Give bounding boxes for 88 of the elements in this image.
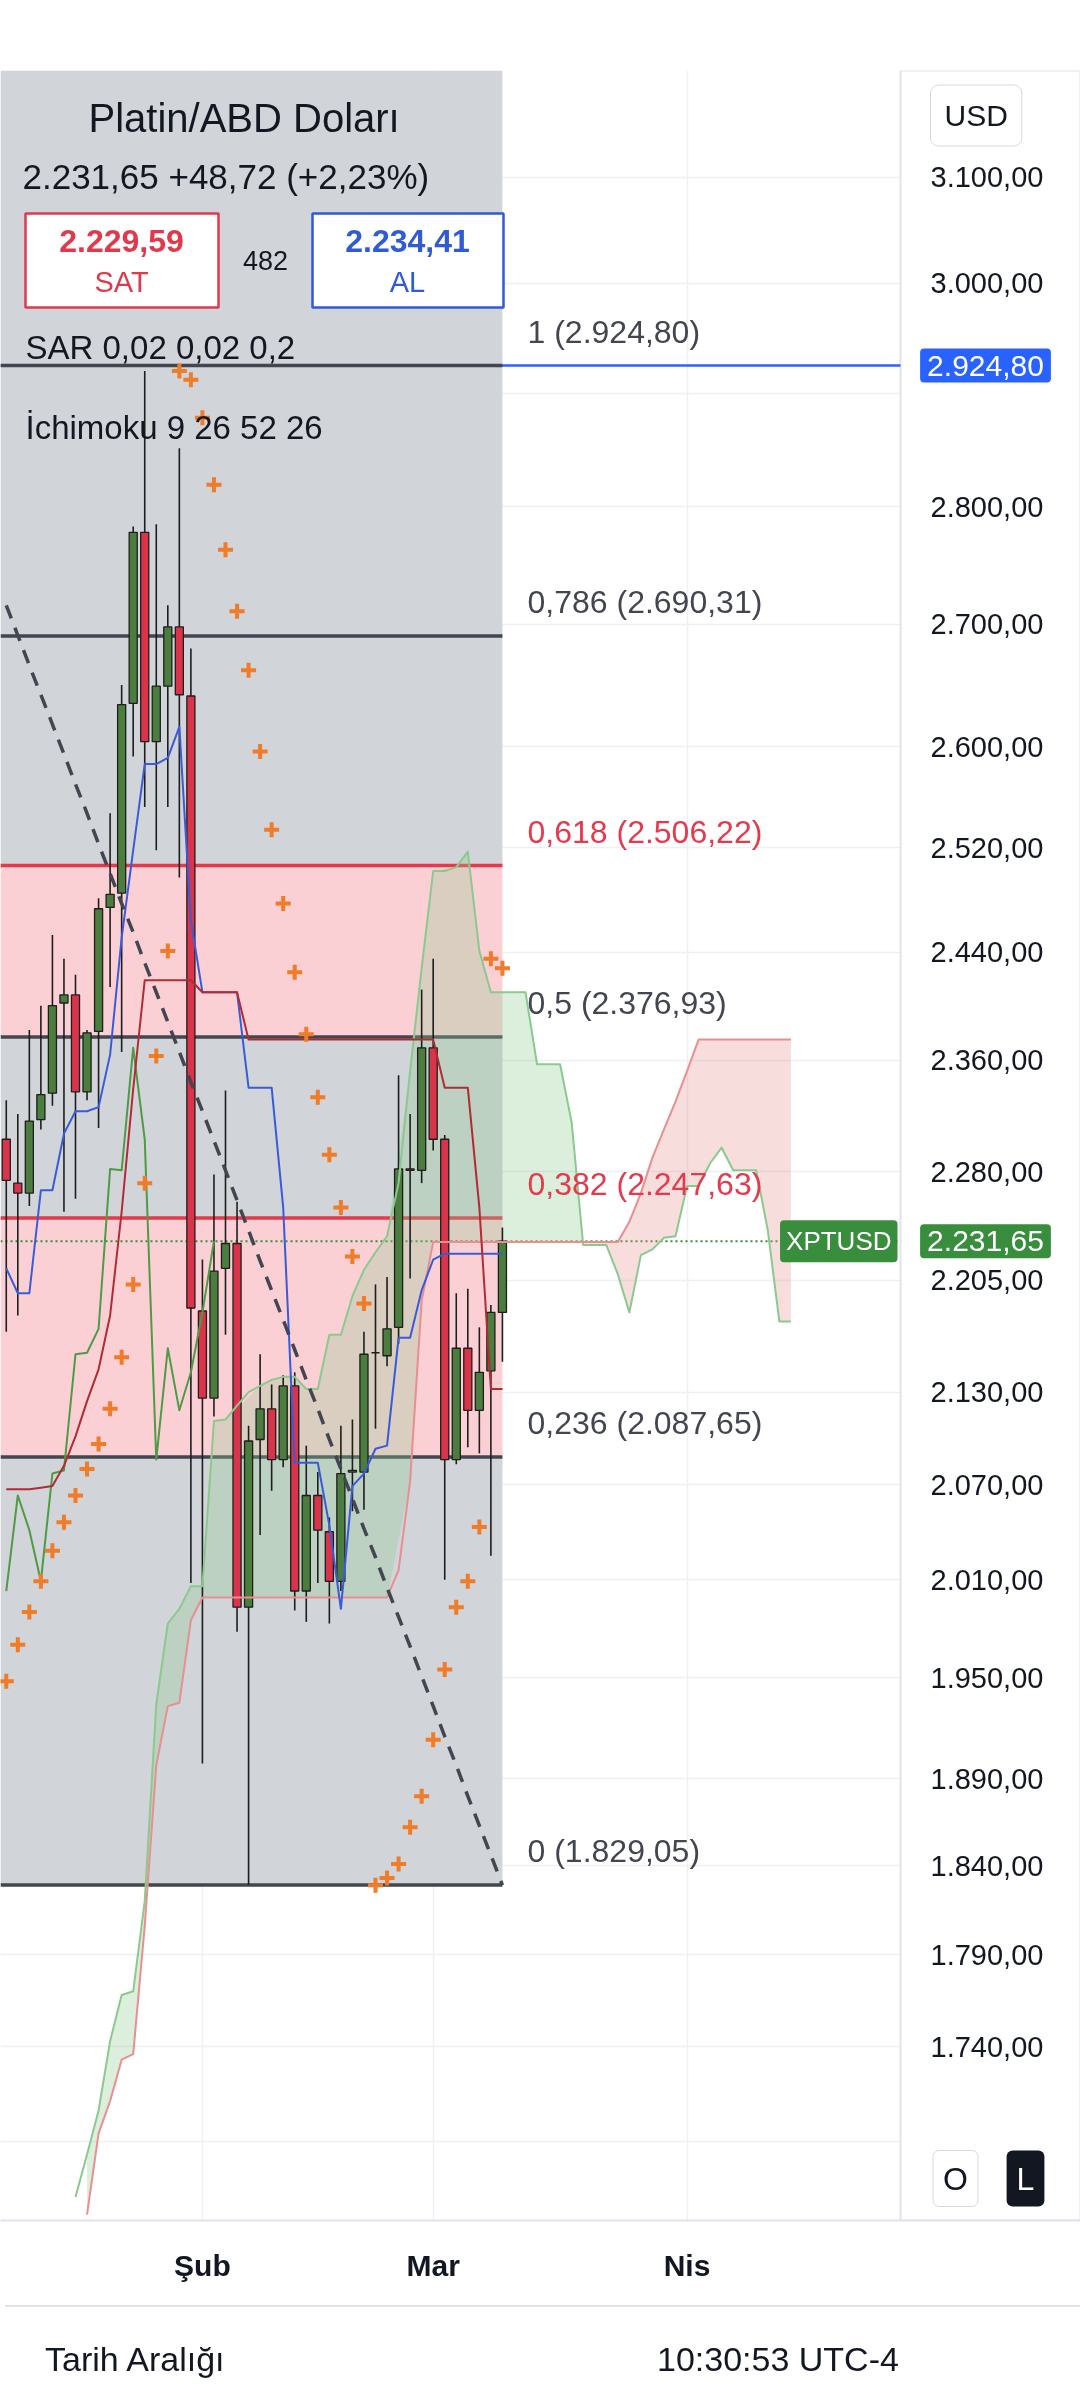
point	[216, 540, 235, 560]
point	[469, 1517, 489, 1537]
y-tick-label: 2.360,00	[930, 1044, 1044, 1077]
point	[285, 962, 305, 982]
text: 2.231,65 +48,72 (+2,23%)	[22, 157, 430, 196]
x-tick-label: Şub	[174, 2248, 231, 2282]
point	[412, 1786, 432, 1806]
point	[423, 1730, 443, 1750]
line-series	[5, 725, 504, 1610]
point	[100, 1399, 120, 1419]
y-tick-label: 2.070,00	[930, 1468, 1044, 1501]
y-tick-label: 2.280,00	[930, 1155, 1044, 1188]
y-tick-label: 1.840,00	[930, 1849, 1044, 1882]
y-tick-label: 1.740,00	[930, 2030, 1044, 2063]
y-tick-label: 3.000,00	[930, 267, 1044, 300]
point	[481, 949, 501, 969]
point	[446, 1597, 466, 1617]
point	[250, 742, 270, 762]
y-tick-label: 2.205,00	[930, 1264, 1044, 1297]
y-tick-label: 2.700,00	[930, 608, 1044, 641]
candlestick	[105, 812, 115, 988]
y-tick-label: 2.800,00	[930, 490, 1044, 523]
point	[146, 1046, 166, 1066]
text: 10:30:53 UTC-4	[657, 2339, 899, 2380]
line-series	[5, 979, 504, 1491]
y-tick-label: 2.010,00	[930, 1563, 1044, 1596]
point	[42, 1541, 62, 1561]
point	[458, 1571, 478, 1591]
text: O	[943, 2160, 968, 2197]
line-series	[5, 1046, 215, 1593]
text: L	[1016, 2160, 1035, 2197]
ref-line-label: 2.231,65	[927, 1224, 1044, 1258]
annotation: 2.229,59	[59, 222, 184, 259]
point	[273, 894, 293, 913]
y-tick-label: 2.130,00	[930, 1376, 1044, 1409]
point	[342, 1247, 362, 1267]
ref-line-label: 1 (2.924,80)	[527, 313, 701, 350]
point	[227, 601, 247, 621]
point	[158, 941, 178, 961]
y-tick-label: 2.600,00	[930, 730, 1044, 763]
text: Tarih Aralığı	[45, 2339, 225, 2380]
point	[296, 1024, 316, 1044]
ref-line-label: 2.924,80	[927, 348, 1044, 382]
point	[389, 1854, 409, 1874]
ref-line-label: 0,236 (2.087,65)	[527, 1405, 763, 1442]
point	[492, 958, 512, 978]
point	[77, 1459, 97, 1479]
candlestick	[59, 958, 69, 1213]
annotation: AL	[389, 265, 426, 298]
point	[8, 1635, 28, 1655]
y-tick-label: 1.890,00	[930, 1762, 1044, 1795]
point	[239, 660, 259, 680]
point	[54, 1512, 74, 1532]
annotation: XPTUSD	[786, 1226, 892, 1257]
x-tick-label: Nis	[663, 2248, 711, 2282]
annotation: 482	[242, 246, 289, 276]
point	[331, 1197, 351, 1217]
point	[204, 475, 224, 495]
point	[308, 1087, 328, 1107]
x-tick-label: Mar	[406, 2248, 461, 2282]
point	[319, 1145, 339, 1165]
annotation: 2.234,41	[345, 222, 470, 259]
annotation: SAR 0,02 0,02 0,2	[25, 329, 296, 366]
point	[112, 1347, 132, 1367]
ref-line-label: 0,5 (2.376,93)	[527, 984, 727, 1021]
text: Platin/ABD Doları	[88, 95, 400, 140]
y-tick-label: 1.950,00	[930, 1661, 1044, 1694]
y-tick-label: 2.520,00	[930, 831, 1044, 864]
point	[123, 1274, 143, 1294]
point	[354, 1294, 374, 1314]
point	[135, 1173, 155, 1193]
point	[400, 1817, 420, 1837]
y-tick-label: 1.790,00	[930, 1938, 1044, 1971]
point	[89, 1434, 109, 1454]
text: USD	[944, 99, 1008, 132]
point	[435, 1660, 455, 1680]
annotation: SAT	[94, 265, 149, 298]
ref-line-label: 0,786 (2.690,31)	[527, 584, 763, 621]
point	[31, 1571, 51, 1591]
y-tick-label: 3.100,00	[930, 161, 1044, 194]
candlestick	[347, 1418, 358, 1512]
point	[181, 370, 201, 390]
y-tick-label: 2.440,00	[930, 936, 1044, 969]
ref-line-label: 0 (1.829,05)	[527, 1833, 701, 1870]
point	[19, 1602, 39, 1622]
point	[66, 1485, 85, 1505]
ref-line-label: 0,618 (2.506,22)	[527, 813, 763, 850]
point	[262, 820, 282, 840]
